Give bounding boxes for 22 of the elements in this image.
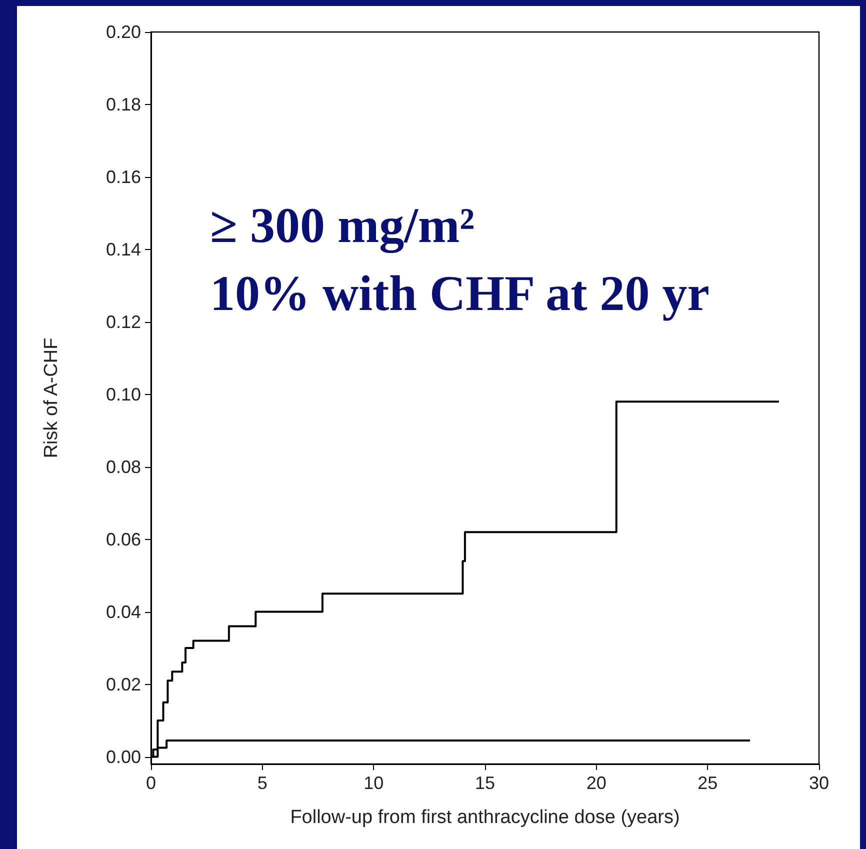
x-tick-label: 10 — [364, 773, 384, 793]
x-tick-label: 15 — [474, 773, 496, 793]
y-tick-label: 0.10 — [106, 384, 141, 404]
x-tick-label: 30 — [808, 773, 830, 793]
x-tick-label: 5 — [257, 773, 268, 793]
y-tick-label: 0.08 — [106, 456, 141, 477]
y-tick-label: 0.04 — [106, 602, 141, 622]
annotation: 10% with CHF at 20 yr — [210, 265, 710, 321]
y-tick-label: 0.00 — [106, 746, 141, 767]
y-axis-title: Risk of A-CHF — [41, 338, 62, 458]
y-tick-label: 0.14 — [106, 239, 141, 260]
x-axis-title: Follow-up from first anthracycline dose (years) — [290, 807, 680, 828]
y-tick-label: 0.18 — [106, 94, 141, 114]
y-tick-label: 0.06 — [106, 529, 141, 550]
y-tick-label: 0.12 — [106, 312, 141, 332]
annotation: ≥ 300 mg/m² — [210, 197, 475, 254]
x-tick-label: 20 — [586, 773, 606, 793]
y-tick-label: 0.02 — [106, 674, 141, 694]
y-tick-label: 0.16 — [106, 166, 141, 187]
x-tick-label: 0 — [146, 773, 156, 793]
x-tick-label: 25 — [698, 773, 718, 793]
y-tick-label: 0.20 — [106, 22, 141, 42]
